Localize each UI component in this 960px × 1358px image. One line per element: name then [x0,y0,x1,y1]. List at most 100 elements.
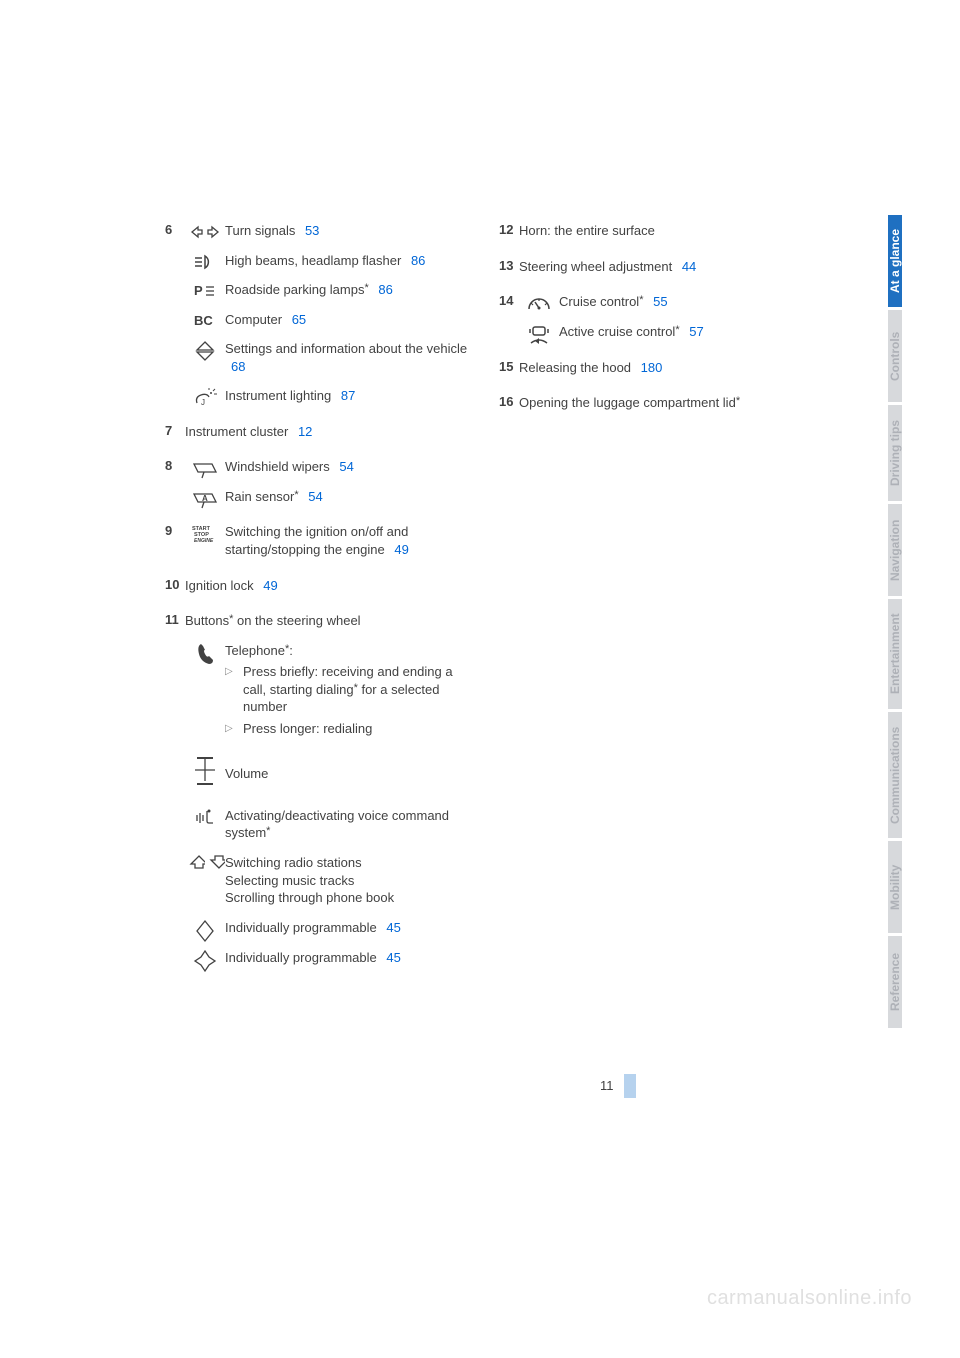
item-row-icon: Individually programmable 45 [165,947,471,973]
item-row-icon: Individually programmable 45 [165,917,471,943]
instrument-light-icon [185,385,225,411]
page-ref[interactable]: 180 [641,360,663,375]
item-text: Switching the ignition on/off and starti… [225,521,471,564]
cruise-icon [519,291,559,317]
item-row-icon: Active cruise control* 57 [499,321,805,347]
item-text: Releasing the hood 180 [519,357,662,383]
item-number [165,917,185,943]
watermark: carmanualsonline.info [707,1287,912,1310]
item-text: Buttons* on the steering wheel [185,610,361,636]
item-text: Switching radio stationsSelecting music … [225,852,471,913]
item-row-icon: Computer 65 [165,309,471,335]
item-text: Ignition lock 49 [185,575,278,601]
item-row-icon: Rain sensor* 54 [165,486,471,512]
page-ref[interactable]: 54 [339,459,353,474]
item-row-icon: Activating/deactivating voice command sy… [165,805,471,848]
item-text: Turn signals 53 [225,220,471,246]
item-text: Horn: the entire surface [519,220,655,246]
parking-lamps-icon [185,279,225,305]
item-number [165,852,185,913]
active-cruise-icon [519,321,559,347]
page-number: 11 [600,1078,614,1093]
item-row-icon: Instrument lighting 87 [165,385,471,411]
page-ref[interactable]: 87 [341,388,355,403]
page-ref[interactable]: 53 [305,223,319,238]
side-tab-reference[interactable]: Reference [888,936,902,1028]
item-row-icon: Switching radio stationsSelecting music … [165,852,471,913]
item-text: Instrument lighting 87 [225,385,471,411]
page-ref[interactable]: 57 [689,324,703,339]
item-number: 10 [165,575,185,601]
item-number: 7 [165,421,185,447]
item-number: 16 [499,392,519,418]
wiper-icon [185,456,225,482]
item-text: Rain sensor* 54 [225,486,471,512]
side-tabs: At a glance Controls Driving tips Navigatio… [888,215,915,1031]
item-row-icon: Telephone*:▷Press briefly: receiving and… [165,640,471,744]
item-text: High beams, headlamp flasher 86 [225,250,471,276]
item-number: 6 [165,220,185,246]
computer-icon [185,309,225,335]
bullet-item: ▷Press longer: redialing [225,720,471,738]
page-ref[interactable]: 45 [386,950,400,965]
item-row-plain: 13Steering wheel adjustment 44 [499,256,805,282]
page-ref[interactable]: 86 [378,282,392,297]
side-tab-controls[interactable]: Controls [888,310,902,402]
page-ref[interactable]: 68 [231,359,245,374]
item-number [165,309,185,335]
item-text: Individually programmable 45 [225,917,471,943]
item-number: 8 [165,456,185,482]
item-text: Instrument cluster 12 [185,421,312,447]
item-text: Opening the luggage compartment lid* [519,392,740,418]
bullet-item: ▷Press briefly: receiving and ending a c… [225,663,471,716]
side-tab-communications[interactable]: Communications [888,712,902,838]
side-tab-driving-tips[interactable]: Driving tips [888,405,902,501]
page-ref[interactable]: 54 [308,489,322,504]
volume-icon [185,747,225,801]
high-beam-icon [185,250,225,276]
turn-signals-icon [185,220,225,246]
page-ref[interactable]: 44 [682,259,696,274]
item-row-icon: High beams, headlamp flasher 86 [165,250,471,276]
page-ref[interactable]: 49 [263,578,277,593]
right-column: 12Horn: the entire surface13Steering whe… [499,220,805,983]
page-ref[interactable]: 65 [292,312,306,327]
side-tab-navigation[interactable]: Navigation [888,504,902,596]
page-ref[interactable]: 86 [411,253,425,268]
item-row-icon: 9Switching the ignition on/off and start… [165,521,471,564]
item-number [165,486,185,512]
item-row-plain: 10Ignition lock 49 [165,575,471,601]
item-number [165,947,185,973]
item-number: 13 [499,256,519,282]
item-row-plain: 15Releasing the hood 180 [499,357,805,383]
item-text: Roadside parking lamps* 86 [225,279,471,305]
item-number [165,250,185,276]
item-number [499,321,519,347]
item-text: Activating/deactivating voice command sy… [225,805,471,848]
side-tab-entertainment[interactable]: Entertainment [888,599,902,709]
page-ref[interactable]: 49 [394,542,408,557]
item-text: Individually programmable 45 [225,947,471,973]
voice-icon [185,805,225,848]
item-row-icon: 6 Turn signals 53 [165,220,471,246]
item-text: Steering wheel adjustment 44 [519,256,696,282]
item-row-icon: Settings and information about the vehic… [165,338,471,381]
item-text: Volume [225,747,471,801]
item-number: 12 [499,220,519,246]
item-row-icon: Roadside parking lamps* 86 [165,279,471,305]
page-ref[interactable]: 55 [653,294,667,309]
side-tab-at-a-glance[interactable]: At a glance [888,215,902,307]
item-number [165,747,185,801]
page-ref[interactable]: 45 [386,920,400,935]
item-text: Active cruise control* 57 [559,321,805,347]
item-row-plain: 11Buttons* on the steering wheel [165,610,471,636]
start-stop-icon [185,521,225,564]
item-row-plain: 12Horn: the entire surface [499,220,805,246]
diamond2-icon [185,947,225,973]
item-number: 11 [165,610,185,636]
side-tab-mobility[interactable]: Mobility [888,841,902,933]
item-number [165,338,185,381]
item-row-plain: 16Opening the luggage compartment lid* [499,392,805,418]
page-ref[interactable]: 12 [298,424,312,439]
item-number [165,385,185,411]
